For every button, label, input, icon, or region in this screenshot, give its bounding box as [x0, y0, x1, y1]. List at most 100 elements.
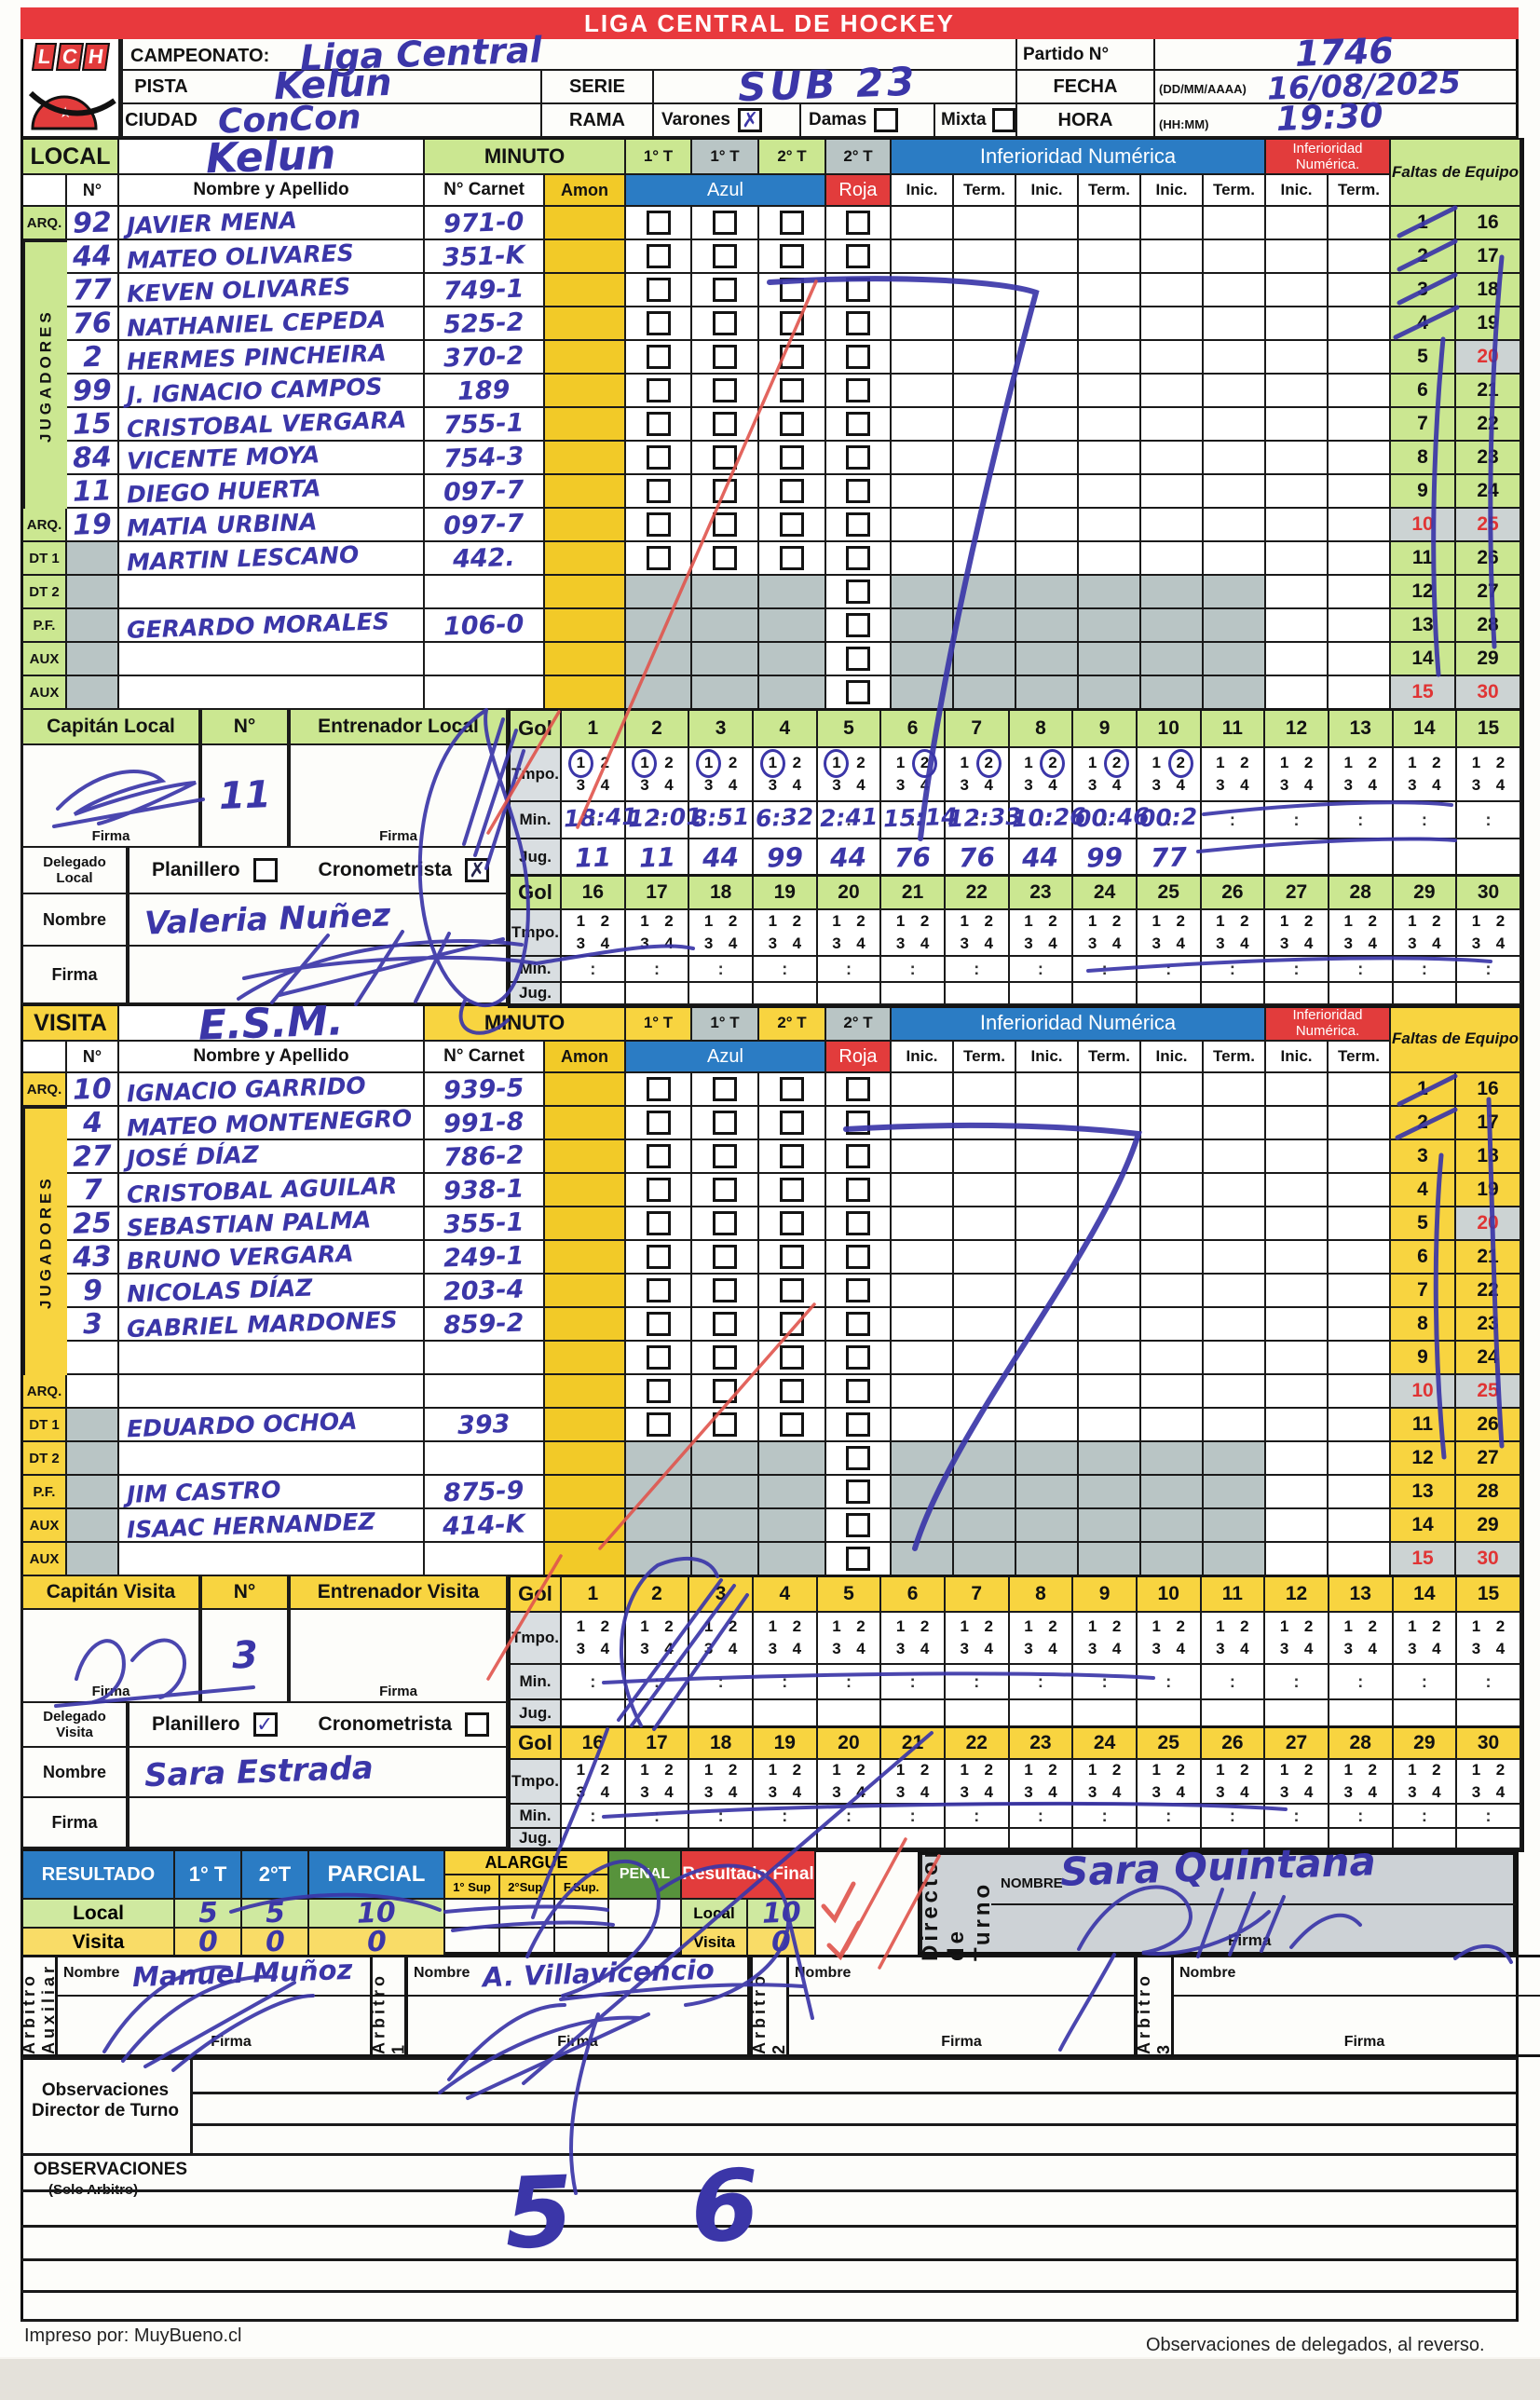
player-name: MARTIN LESCANO — [126, 540, 360, 576]
azul-checkbox — [713, 1077, 737, 1101]
inferioridad-cell — [954, 643, 1016, 676]
tmpo-digit: 2 — [1432, 1761, 1441, 1779]
nombre-header: Nombre y Apellido — [119, 1042, 425, 1073]
player-name-cell: ISAAC HERNANDEZ — [119, 1507, 425, 1543]
azul-card-cell — [626, 609, 692, 643]
inferioridad-cell — [1079, 1241, 1141, 1275]
player-number-cell — [67, 1342, 119, 1375]
tmpo-digit: 1 — [703, 912, 714, 930]
resultado-final-header: Resultado Final — [682, 1851, 816, 1900]
min-colon: : — [717, 1806, 724, 1825]
tmpo-digit: 1 — [576, 912, 586, 930]
inferioridad-cell — [1266, 676, 1329, 710]
campeonato-row: CAMPEONATO: Liga Central — [121, 29, 1015, 79]
azul-checkbox — [713, 445, 737, 470]
inferioridad-cell — [1204, 307, 1266, 341]
gol-number: 15 — [1457, 1577, 1521, 1613]
inferioridad-cell — [1329, 509, 1391, 542]
tmpo-digit: 4 — [1176, 1783, 1185, 1801]
rama-mixta-option: Mixta — [934, 104, 1015, 138]
role-label: DT 1 — [23, 1409, 67, 1442]
min-cell: : — [1329, 1805, 1394, 1829]
inferioridad-cell — [1016, 1308, 1079, 1342]
role-label: P.F. — [23, 1476, 67, 1509]
tmpo-digit: 2 — [600, 1617, 610, 1635]
player-carnet-cell: 859-2 — [425, 1308, 545, 1342]
azul-card-cell — [692, 1375, 759, 1409]
gol-number: 2 — [625, 711, 690, 748]
period-header: 1° T — [692, 140, 759, 175]
gol-number: 30 — [1457, 1728, 1521, 1760]
page-title: LIGA CENTRAL DE HOCKEY — [584, 8, 955, 37]
period-header: 2° T — [759, 1006, 826, 1042]
falta-number: 13 — [1391, 1476, 1456, 1509]
tmpo-digit: 1 — [1343, 1617, 1353, 1635]
sup1-header: 1° Sup — [445, 1875, 500, 1900]
tmpo-digit: 4 — [984, 1640, 993, 1657]
amon-cell — [545, 1275, 626, 1308]
min-cell: : — [753, 1805, 818, 1829]
falta-number: 8 — [1391, 442, 1456, 475]
player-number: 92 — [72, 205, 113, 240]
gol-number: 19 — [753, 1728, 818, 1760]
azul-card-cell — [692, 307, 759, 341]
azul-checkbox — [646, 211, 671, 235]
inferioridad-cell — [1204, 341, 1266, 375]
min-cell: : — [1265, 1665, 1329, 1700]
inferioridad-cell — [1329, 240, 1391, 274]
min-colon: : — [1165, 810, 1172, 829]
min-colon: : — [1485, 1671, 1492, 1691]
min-cell: : — [689, 1665, 754, 1700]
falta-number: 6 — [1391, 375, 1456, 408]
player-carnet: 859-2 — [443, 1308, 525, 1340]
gol-number: 18 — [689, 877, 754, 910]
inferioridad-cell — [1079, 1509, 1141, 1543]
inferioridad-cell — [1329, 1073, 1391, 1107]
player-name-cell: HERMES PINCHEIRA — [119, 339, 425, 375]
inferioridad-cell — [1266, 1174, 1329, 1207]
roja-card-cell — [826, 1409, 892, 1442]
tmpo-digit: 4 — [600, 934, 610, 952]
tmpo-digit: 3 — [768, 1783, 778, 1801]
inferioridad-cell — [954, 509, 1016, 542]
hora-value: 19:30 — [1275, 97, 1384, 139]
delegado-firma-cell — [128, 1798, 508, 1848]
inic-term-header: Term. — [1204, 175, 1266, 207]
jug-cell — [1457, 1700, 1521, 1728]
azul-card-cell — [626, 1509, 692, 1543]
tmpo-digit: 4 — [1111, 776, 1122, 794]
pista-value-cell: Kelun — [199, 61, 540, 108]
faltas-header: Faltas de Equipo — [1391, 140, 1521, 207]
min-colon: : — [845, 959, 852, 978]
min-cell: : — [625, 957, 690, 983]
tmpo-digit: 4 — [1048, 934, 1057, 952]
arbitro-nombre-label: Nombre — [795, 1965, 852, 1981]
tmpo-digit: 2 — [1176, 1761, 1185, 1779]
tmpo-digit: 1 — [576, 1761, 586, 1779]
player-number-cell: 4 — [67, 1106, 119, 1140]
player-carnet: 189 — [457, 375, 511, 406]
tmpo-digit: 2 — [984, 1617, 993, 1635]
tmpo-digit: 3 — [895, 934, 906, 952]
delegado-firma-cell — [128, 947, 508, 1004]
ciudad-label: CIUDAD — [121, 104, 199, 138]
gol-number: 17 — [625, 1728, 690, 1760]
tmpo-digit: 1 — [832, 1761, 841, 1779]
gol-number: 27 — [1265, 877, 1329, 910]
azul-card-cell — [692, 1107, 759, 1140]
min-cell: : — [1265, 802, 1329, 839]
obs-director-box: Observaciones Director de Turno — [20, 2057, 1519, 2156]
inferioridad-cell — [1141, 676, 1204, 710]
azul-card-cell — [759, 1543, 826, 1576]
partido-label-cell: Partido N° — [1015, 39, 1153, 71]
gol-number: 14 — [1393, 1577, 1458, 1613]
